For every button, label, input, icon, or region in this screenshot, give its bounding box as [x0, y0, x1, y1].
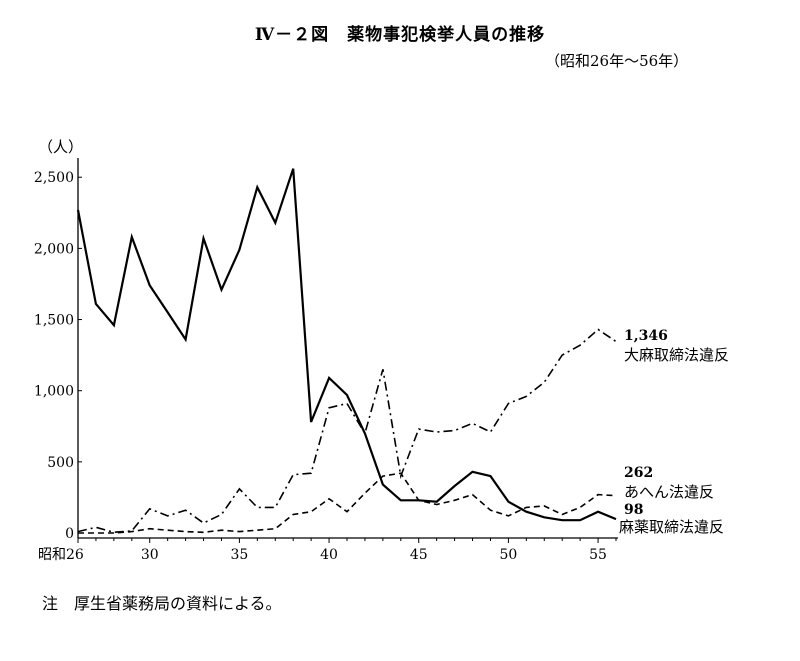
x-tick-label: 40	[320, 547, 338, 563]
y-tick-label: 1,000	[34, 384, 74, 400]
x-tick-label: 50	[499, 547, 517, 563]
series-end-value: 98	[624, 502, 643, 518]
x-tick-label: 昭和26	[38, 547, 84, 563]
x-tick-label: 30	[141, 547, 159, 563]
source-note: 注 厚生省薬務局の資料による。	[42, 594, 282, 613]
chart-subtitle: （昭和26年～56年）	[545, 52, 689, 70]
series-name-label: 麻薬取締法違反	[619, 518, 724, 536]
y-tick-label: 0	[65, 526, 74, 542]
y-axis-label: （人）	[38, 138, 83, 156]
series-name-label: あへん法違反	[624, 483, 714, 501]
y-tick-label: 2,000	[34, 241, 74, 257]
y-tick-label: 500	[47, 455, 74, 471]
x-tick-label: 55	[589, 547, 607, 563]
y-tick-label: 1,500	[34, 313, 74, 329]
series-end-value: 1,346	[624, 328, 668, 344]
x-tick-label: 35	[230, 547, 248, 563]
series-name-label: 大麻取締法違反	[624, 346, 729, 364]
y-tick-label: 2,500	[34, 170, 74, 186]
chart-title: Ⅳ－２図 薬物事犯検挙人員の推移	[254, 25, 546, 45]
series-line-1	[77, 328, 617, 534]
x-tick-label: 45	[410, 547, 428, 563]
series-line-2	[78, 472, 617, 534]
series-line-3	[76, 168, 617, 522]
series-end-value: 262	[624, 465, 653, 481]
